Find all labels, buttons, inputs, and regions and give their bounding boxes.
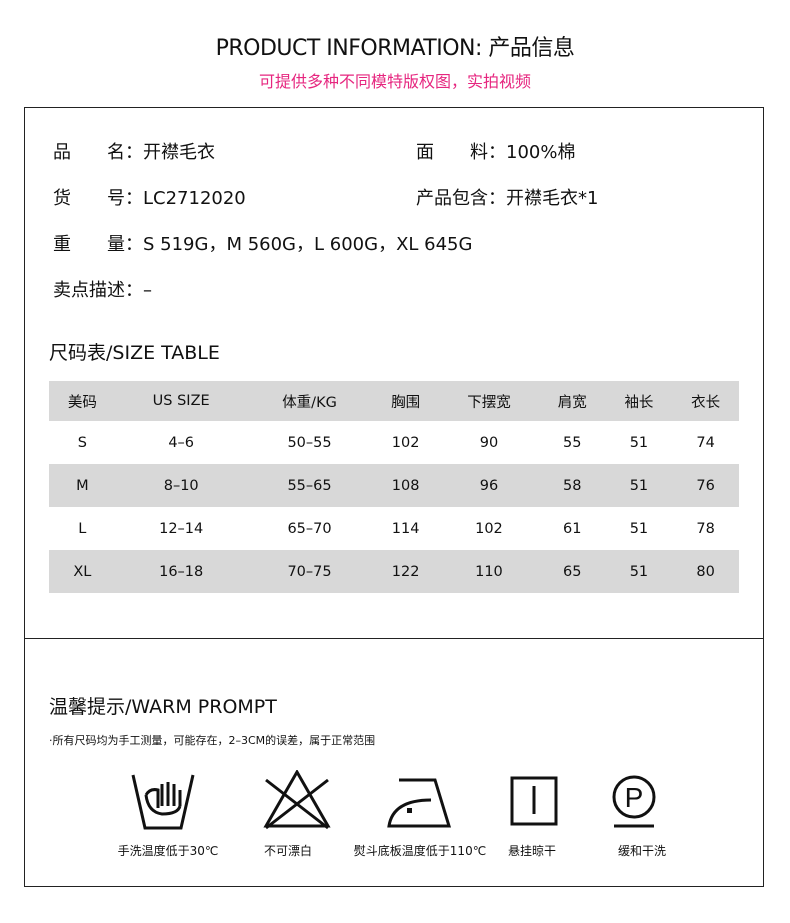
table-cell: 16–18 — [159, 563, 204, 580]
table-cell: US SIZE — [152, 393, 210, 409]
table-cell: 衣长 — [691, 394, 721, 411]
table-cell: 50–55 — [287, 434, 332, 451]
weight-row: 重 量：S 519G，M 560G，L 600G，XL 645G — [53, 230, 472, 256]
info-box — [24, 107, 764, 887]
table-cell: 110 — [475, 563, 503, 580]
name-value: 开襟毛衣 — [143, 142, 215, 163]
hand-wash-icon — [131, 774, 195, 830]
sku-value: LC2712020 — [143, 188, 246, 209]
fabric-label: 面 料： — [416, 142, 506, 163]
no-bleach-icon — [263, 770, 331, 830]
table-cell: S — [77, 434, 87, 451]
page-subtitle: 可提供多种不同模特版权图，实拍视频 — [258, 72, 531, 91]
weight-value: S 519G，M 560G，L 600G，XL 645G — [143, 234, 473, 255]
weight-label: 重 量： — [53, 234, 143, 255]
divider — [24, 638, 764, 639]
hang-dry-icon — [510, 776, 558, 826]
table-cell: 61 — [563, 520, 582, 537]
table-cell: 体重/KG — [282, 394, 337, 411]
sku-label: 货 号： — [53, 188, 143, 209]
care-label: 熨斗底板温度低于110℃ — [353, 844, 487, 858]
selling-row: 卖点描述：– — [53, 276, 152, 302]
table-cell: 8–10 — [163, 477, 199, 494]
table-cell: 74 — [696, 434, 715, 451]
table-cell: 51 — [629, 520, 649, 537]
table-cell: 55–65 — [287, 477, 332, 494]
table-cell: 美码 — [67, 394, 97, 411]
table-cell: 76 — [696, 477, 715, 494]
table-cell: 下摆宽 — [467, 394, 511, 411]
care-label: 手洗温度低于30℃ — [117, 844, 219, 858]
table-cell: 58 — [563, 477, 582, 494]
measurement-note: ·所有尺码均为手工测量，可能存在，2–3CM的误差，属于正常范围 — [49, 734, 376, 747]
table-cell: 袖长 — [624, 394, 654, 411]
warm-prompt-title: 温馨提示/WARM PROMPT — [49, 696, 277, 718]
table-cell: 55 — [563, 434, 582, 451]
table-cell: 51 — [629, 477, 649, 494]
table-cell: 70–75 — [287, 563, 332, 580]
table-cell: 肩宽 — [557, 394, 587, 411]
table-cell: 96 — [479, 477, 499, 494]
selling-label: 卖点描述： — [53, 280, 143, 301]
fabric-value: 100%棉 — [506, 142, 576, 163]
table-row: XL 16–18 70–75 122 110 65 51 80 — [49, 550, 739, 593]
name-row: 品 名：开襟毛衣 — [53, 138, 215, 164]
table-cell: 80 — [696, 563, 715, 580]
name-label: 品 名： — [53, 142, 143, 163]
table-cell: 65–70 — [287, 520, 332, 537]
table-cell: 4–6 — [168, 434, 195, 451]
size-table: 美码 US SIZE 体重/KG 胸围 下摆宽 肩宽 袖长 衣长 S 4–6 50–55 102 90 5… — [49, 381, 739, 593]
svg-text:P: P — [625, 782, 644, 813]
page-title: PRODUCT INFORMATION: 产品信息 — [215, 36, 575, 61]
table-cell: 114 — [391, 520, 420, 537]
table-cell: L — [78, 520, 87, 537]
table-cell: 51 — [629, 434, 649, 451]
table-cell: 122 — [391, 563, 420, 580]
table-cell: XL — [73, 563, 92, 580]
table-header-row: 美码 US SIZE 体重/KG 胸围 下摆宽 肩宽 袖长 衣长 — [49, 381, 739, 421]
table-row: S 4–6 50–55 102 90 55 51 74 — [49, 421, 739, 464]
care-label: 缓和干洗 — [617, 844, 666, 858]
table-cell: 108 — [391, 477, 420, 494]
table-cell: 102 — [391, 434, 420, 451]
table-cell: 102 — [475, 520, 503, 537]
includes-value: 开襟毛衣*1 — [506, 188, 599, 209]
table-row: L 12–14 65–70 114 102 61 51 78 — [49, 507, 739, 550]
table-cell: 90 — [479, 434, 499, 451]
gentle-dry-clean-icon: P — [612, 775, 656, 828]
includes-label: 产品包含： — [416, 188, 506, 209]
sku-row: 货 号：LC2712020 — [53, 184, 246, 210]
table-cell: 65 — [563, 563, 582, 580]
table-cell: 胸围 — [391, 394, 421, 411]
care-label: 不可漂白 — [263, 844, 312, 858]
selling-value: – — [143, 280, 152, 301]
table-cell: M — [76, 477, 89, 494]
table-cell: 51 — [629, 563, 649, 580]
includes-row: 产品包含：开襟毛衣*1 — [416, 184, 598, 210]
table-cell: 12–14 — [159, 520, 204, 537]
size-table-title: 尺码表/SIZE TABLE — [49, 342, 220, 364]
iron-low-icon — [387, 778, 452, 828]
care-label: 悬挂晾干 — [507, 844, 556, 858]
fabric-row: 面 料：100%棉 — [416, 138, 575, 164]
table-cell: 78 — [696, 520, 715, 537]
table-row: M 8–10 55–65 108 96 58 51 76 — [49, 464, 739, 507]
